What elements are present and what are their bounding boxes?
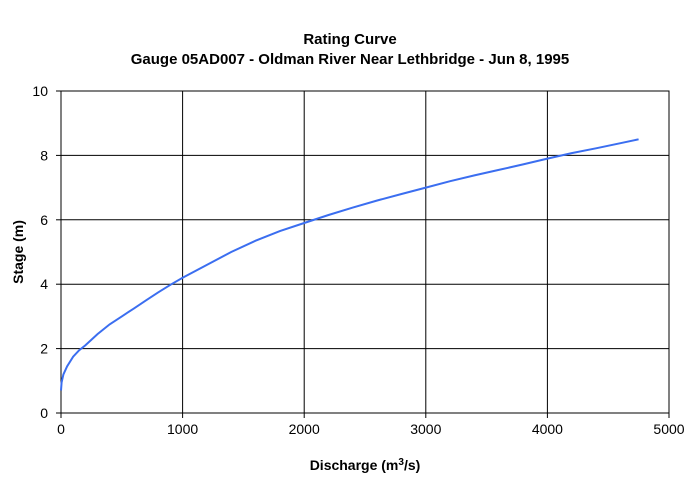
x-axis-label: Discharge (m3/s) bbox=[310, 457, 421, 474]
y-tick-label: 8 bbox=[40, 147, 48, 163]
chart-title: Rating Curve bbox=[303, 31, 397, 48]
x-tick-label: 3000 bbox=[410, 421, 441, 437]
y-tick-label: 10 bbox=[32, 83, 48, 99]
x-tick-label: 2000 bbox=[289, 421, 320, 437]
y-tick-label: 0 bbox=[40, 405, 48, 421]
x-axis: 0 1000 2000 3000 4000 5000 bbox=[57, 413, 685, 437]
x-tick-label: 1000 bbox=[167, 421, 198, 437]
x-tick-label: 0 bbox=[57, 421, 65, 437]
y-axis: 0 2 4 6 8 10 bbox=[32, 83, 61, 421]
grid-lines bbox=[60, 90, 670, 414]
y-axis-label: Stage (m) bbox=[10, 220, 26, 284]
x-tick-label: 5000 bbox=[653, 421, 684, 437]
y-tick-label: 6 bbox=[40, 212, 48, 228]
plot-area bbox=[60, 90, 670, 414]
y-tick-label: 2 bbox=[40, 341, 48, 357]
x-tick-label: 4000 bbox=[532, 421, 563, 437]
chart-subtitle: Gauge 05AD007 - Oldman River Near Lethbr… bbox=[130, 51, 570, 68]
rating-curve-line bbox=[60, 138, 639, 391]
y-tick-label: 4 bbox=[40, 276, 48, 292]
